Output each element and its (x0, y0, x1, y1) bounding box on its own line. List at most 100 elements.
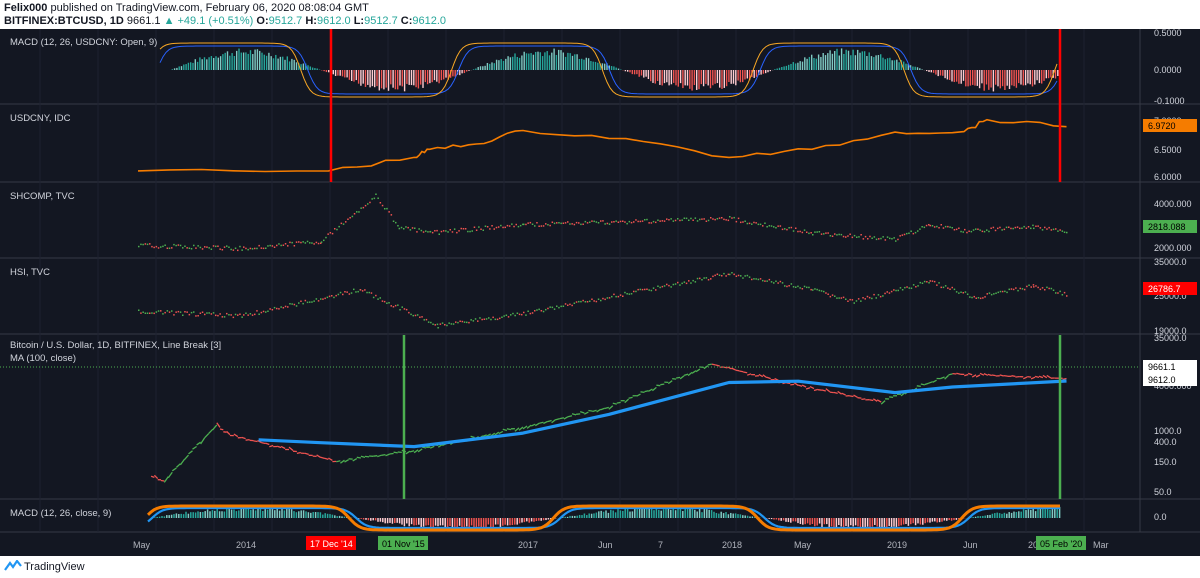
hsi-point (622, 295, 624, 297)
shcomp-point (591, 220, 593, 222)
hsi-point (262, 310, 265, 313)
shcomp-point (400, 226, 403, 229)
hsi-point (414, 314, 417, 317)
shcomp-point (661, 220, 664, 222)
btc-linebreak-segment (192, 445, 197, 450)
hsi-point (1052, 289, 1055, 291)
hsi-point (655, 289, 657, 291)
hsi-point (361, 290, 364, 292)
hsi-point (256, 310, 258, 312)
low-value: 9512.7 (364, 15, 398, 27)
shcomp-tick: 2000.000 (1154, 243, 1192, 253)
shcomp-point (694, 217, 697, 219)
hsi-point (536, 309, 538, 311)
shcomp-point (325, 236, 327, 239)
last-price: 9661.1 (126, 15, 161, 27)
shcomp-point (371, 198, 373, 200)
btc-linebreak-segment (498, 430, 504, 435)
hsi-point (184, 311, 186, 313)
shcomp-point (323, 239, 325, 242)
btc-linebreak-segment (640, 391, 645, 394)
shcomp-point (1052, 228, 1055, 231)
hsi-point (847, 300, 849, 302)
chart-canvas[interactable]: MACD (12, 26, USDCNY: Open, 9) USDCNY, ID… (0, 29, 1200, 556)
shcomp-point (362, 206, 365, 209)
hsi-point (681, 282, 683, 285)
shcomp-point (502, 226, 504, 229)
hsi-point (597, 298, 600, 300)
shcomp-point (768, 225, 771, 227)
macd-top-macd-line (159, 42, 1058, 98)
shcomp-point (919, 228, 921, 230)
hsi-point (357, 290, 359, 293)
hsi-point (162, 313, 164, 315)
hsi-point (457, 321, 459, 324)
hsi-point (775, 280, 777, 282)
shcomp-point (390, 214, 393, 216)
shcomp-point (906, 232, 908, 235)
hsi-point (668, 284, 670, 287)
hsi-point (879, 295, 882, 298)
btc-linebreak-segment (437, 443, 443, 448)
btc-linebreak-segment (801, 384, 807, 388)
btc-linebreak-segment (588, 409, 593, 412)
btc-linebreak-segment (971, 374, 977, 378)
btc-linebreak-segment (316, 454, 321, 458)
shcomp-point (842, 235, 845, 238)
shcomp-point (582, 223, 584, 225)
btc-linebreak-segment (833, 391, 838, 395)
hsi-point (744, 275, 746, 277)
shcomp-point (929, 224, 931, 227)
hsi-point (1030, 286, 1032, 288)
shcomp-point (251, 248, 254, 250)
shcomp-point (558, 222, 560, 224)
btc-linebreak-segment (171, 467, 177, 472)
btc-linebreak-segment (924, 382, 929, 386)
btc-linebreak-segment (817, 389, 822, 391)
shcomp-point (269, 244, 271, 247)
hsi-point (602, 297, 604, 300)
btc-linebreak-segment (612, 402, 617, 405)
hsi-point (757, 278, 760, 281)
shcomp-point (464, 228, 467, 230)
hsi-point (737, 274, 740, 277)
shcomp-point (217, 245, 219, 247)
hsi-point (173, 314, 175, 316)
hsi-point (912, 284, 915, 286)
shcomp-point (753, 221, 755, 224)
hsi-point (721, 275, 723, 277)
footer-brand[interactable]: TradingView (24, 561, 85, 573)
hsi-point (923, 280, 926, 283)
shcomp-point (282, 244, 285, 246)
hsi-point (199, 312, 202, 314)
shcomp-point (779, 225, 782, 227)
hsi-point (212, 312, 215, 314)
shcomp-point (714, 218, 716, 221)
hsi-point (317, 300, 320, 302)
hsi-point (208, 312, 210, 314)
shcomp-point (690, 217, 692, 220)
hsi-point (412, 314, 414, 317)
shcomp-point (648, 222, 650, 224)
shcomp-point (875, 238, 878, 241)
shcomp-point (633, 221, 635, 223)
hsi-point (379, 297, 381, 299)
hsi-point (692, 279, 694, 282)
hsi-point (514, 314, 516, 317)
shcomp-point (386, 207, 388, 210)
author-name[interactable]: Felix000 (4, 2, 48, 14)
hsi-point (679, 284, 681, 286)
macd-bottom-tick: 0.0 (1154, 512, 1167, 522)
hsi-point (512, 312, 514, 315)
btc-linebreak-segment (691, 370, 697, 374)
btc-linebreak-segment (175, 463, 181, 468)
hsi-point (470, 319, 472, 321)
hsi-point (688, 280, 690, 282)
btc-linebreak-segment (983, 373, 989, 376)
shcomp-point (575, 221, 578, 224)
btc-linebreak-segment (559, 417, 565, 420)
shcomp-point (353, 213, 356, 215)
shcomp-point (331, 232, 334, 235)
shcomp-point (351, 215, 354, 218)
pane-title: SHCOMP, TVC (10, 191, 75, 202)
